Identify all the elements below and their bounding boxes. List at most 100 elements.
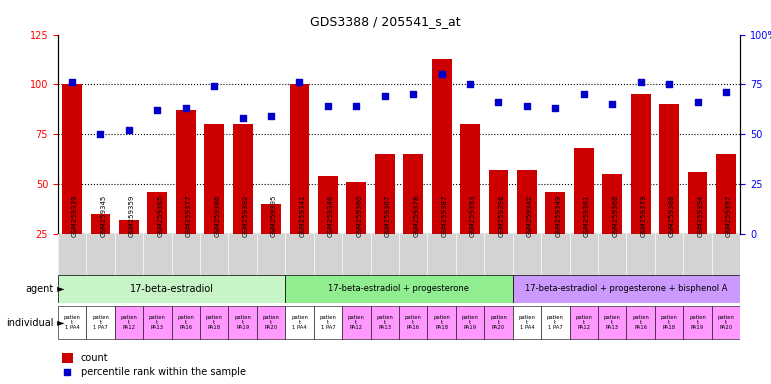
Text: patien
t
PA19: patien t PA19 (462, 314, 479, 331)
Bar (200, 306, 228, 339)
Text: 17-beta-estradiol + progesterone + bisphenol A: 17-beta-estradiol + progesterone + bisph… (525, 285, 728, 293)
Bar (346, 182, 366, 284)
Text: GSM259349: GSM259349 (555, 194, 561, 237)
Point (265, 113, 278, 119)
Bar (90, 214, 110, 284)
Bar (375, 154, 395, 284)
Bar (62, 84, 82, 284)
Text: patien
t
PA13: patien t PA13 (376, 314, 393, 331)
Point (549, 105, 561, 111)
Bar (285, 275, 513, 303)
Point (237, 115, 249, 121)
Text: patien
t
PA12: patien t PA12 (120, 314, 137, 331)
Bar (115, 306, 143, 339)
Text: GSM259386: GSM259386 (214, 194, 221, 237)
Text: GSM259378: GSM259378 (413, 194, 419, 237)
Text: count: count (81, 353, 109, 363)
Text: patien
t
PA18: patien t PA18 (206, 314, 223, 331)
Point (436, 71, 448, 78)
Text: GSM259367: GSM259367 (385, 194, 391, 237)
Text: GSM259388: GSM259388 (669, 194, 675, 237)
Point (692, 99, 704, 106)
Text: GSM259361: GSM259361 (584, 194, 590, 237)
Text: patien
t
PA13: patien t PA13 (149, 314, 166, 331)
Bar (314, 306, 342, 339)
Bar (460, 124, 480, 284)
Bar (204, 124, 224, 284)
Point (180, 105, 192, 111)
Text: patien
t
1 PA4: patien t 1 PA4 (518, 314, 535, 331)
Text: percentile rank within the sample: percentile rank within the sample (81, 367, 246, 377)
Text: patien
t
1 PA7: patien t 1 PA7 (547, 314, 564, 331)
Point (493, 99, 505, 106)
Point (577, 91, 590, 98)
Text: 17-beta-estradiol + progesterone: 17-beta-estradiol + progesterone (328, 285, 470, 293)
Bar (371, 306, 399, 339)
Text: GSM259341: GSM259341 (299, 194, 305, 237)
Bar (58, 306, 86, 339)
Bar (119, 220, 139, 284)
Text: GSM259387: GSM259387 (442, 194, 448, 237)
Text: GDS3388 / 205541_s_at: GDS3388 / 205541_s_at (310, 15, 461, 28)
Text: patien
t
PA19: patien t PA19 (689, 314, 706, 331)
Bar (659, 104, 679, 284)
Bar (631, 94, 651, 284)
Bar (427, 306, 456, 339)
Text: patien
t
PA16: patien t PA16 (632, 314, 649, 331)
Text: GSM259359: GSM259359 (129, 194, 135, 237)
Bar (626, 306, 655, 339)
Text: GSM259360: GSM259360 (356, 194, 362, 237)
Bar (86, 306, 115, 339)
Point (379, 93, 391, 99)
Text: GSM259394: GSM259394 (698, 194, 703, 237)
Point (123, 127, 135, 134)
Bar (143, 306, 171, 339)
Point (464, 81, 476, 88)
Bar (598, 306, 626, 339)
Text: agent: agent (25, 284, 54, 294)
Text: patien
t
PA13: patien t PA13 (604, 314, 621, 331)
Point (208, 83, 221, 89)
Bar (403, 154, 423, 284)
Point (94, 131, 106, 137)
Point (350, 103, 362, 109)
Bar (171, 306, 200, 339)
Bar (147, 192, 167, 284)
Text: patien
t
1 PA7: patien t 1 PA7 (319, 314, 336, 331)
Bar (456, 306, 484, 339)
Text: ►: ► (54, 284, 65, 294)
Bar (513, 275, 740, 303)
Point (407, 91, 419, 98)
Bar (432, 58, 452, 284)
Point (293, 79, 305, 86)
Text: GSM259365: GSM259365 (157, 194, 163, 237)
Bar (62, 353, 73, 363)
Bar (541, 306, 570, 339)
Point (61, 369, 73, 376)
Text: ►: ► (54, 318, 65, 328)
Text: patien
t
PA16: patien t PA16 (177, 314, 194, 331)
Bar (399, 306, 427, 339)
Text: GSM259368: GSM259368 (612, 194, 618, 237)
Bar (683, 306, 712, 339)
Text: patien
t
1 PA7: patien t 1 PA7 (92, 314, 109, 331)
Text: patien
t
1 PA4: patien t 1 PA4 (291, 314, 308, 331)
Text: 17-beta-estradiol: 17-beta-estradiol (130, 284, 214, 294)
Text: GSM259392: GSM259392 (243, 194, 248, 237)
Text: patien
t
PA18: patien t PA18 (433, 314, 450, 331)
Text: patien
t
PA19: patien t PA19 (234, 314, 251, 331)
Text: GSM259397: GSM259397 (726, 194, 732, 237)
Point (520, 103, 533, 109)
Text: GSM259396: GSM259396 (499, 194, 504, 237)
Point (606, 101, 618, 108)
Bar (655, 306, 683, 339)
Bar (257, 306, 285, 339)
Bar (517, 170, 537, 284)
Point (663, 81, 675, 88)
Bar (228, 306, 257, 339)
Bar (342, 306, 371, 339)
Text: patien
t
PA20: patien t PA20 (263, 314, 280, 331)
Text: patien
t
PA18: patien t PA18 (661, 314, 678, 331)
Point (151, 108, 163, 114)
Text: GSM259377: GSM259377 (186, 194, 192, 237)
